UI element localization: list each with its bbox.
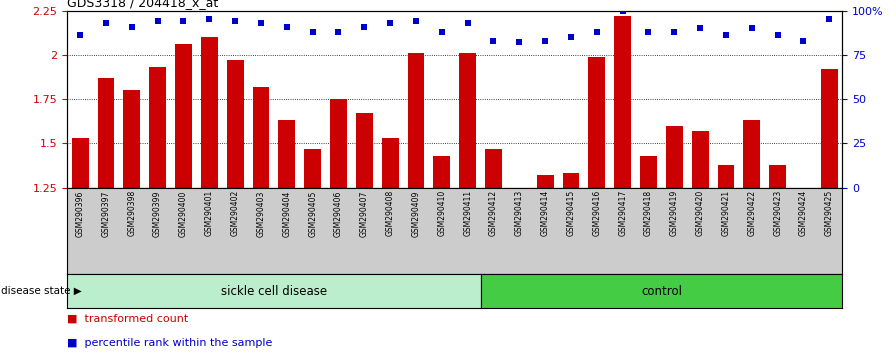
Text: GSM290420: GSM290420 — [695, 190, 704, 236]
Bar — [330, 99, 347, 188]
Bar — [227, 60, 244, 188]
Bar — [305, 149, 321, 188]
Text: GSM290403: GSM290403 — [256, 190, 265, 236]
Point — [306, 29, 320, 35]
Text: GSM290422: GSM290422 — [747, 190, 756, 236]
Text: GSM290415: GSM290415 — [566, 190, 575, 236]
Point — [461, 20, 475, 26]
Text: GSM290425: GSM290425 — [825, 190, 834, 236]
Bar — [150, 67, 166, 188]
Bar — [692, 131, 709, 188]
Point — [99, 20, 113, 26]
Bar — [434, 156, 450, 188]
Text: control: control — [641, 285, 682, 298]
Text: GSM290396: GSM290396 — [75, 190, 84, 236]
Text: GSM290417: GSM290417 — [618, 190, 627, 236]
Point — [435, 29, 449, 35]
Bar — [201, 37, 218, 188]
Text: GSM290408: GSM290408 — [385, 190, 394, 236]
Text: GSM290411: GSM290411 — [463, 190, 472, 236]
Point — [564, 34, 578, 40]
Text: GSM290405: GSM290405 — [308, 190, 317, 236]
Text: GSM290398: GSM290398 — [127, 190, 136, 236]
Bar — [72, 138, 89, 188]
Bar — [563, 173, 580, 188]
Point — [125, 24, 139, 29]
Text: GSM290407: GSM290407 — [360, 190, 369, 236]
Text: GSM290412: GSM290412 — [489, 190, 498, 236]
Text: GSM290409: GSM290409 — [411, 190, 420, 236]
Bar — [537, 175, 554, 188]
Text: GSM290400: GSM290400 — [179, 190, 188, 236]
Text: GSM290401: GSM290401 — [205, 190, 214, 236]
Bar — [485, 149, 502, 188]
Bar — [175, 44, 192, 188]
Point — [332, 29, 346, 35]
Text: disease state ▶: disease state ▶ — [1, 286, 82, 296]
Text: GSM290399: GSM290399 — [153, 190, 162, 236]
Bar — [253, 87, 270, 188]
Point — [202, 17, 217, 22]
Point — [693, 25, 707, 31]
Bar — [744, 120, 760, 188]
Text: GSM290397: GSM290397 — [101, 190, 110, 236]
Point — [745, 25, 759, 31]
Text: GDS3318 / 204418_x_at: GDS3318 / 204418_x_at — [67, 0, 219, 10]
Text: GSM290419: GSM290419 — [670, 190, 679, 236]
Point — [668, 29, 682, 35]
Bar — [666, 126, 683, 188]
Bar — [615, 16, 631, 188]
Point — [590, 29, 604, 35]
Bar — [589, 57, 605, 188]
Point — [538, 38, 552, 44]
Bar — [408, 53, 425, 188]
Point — [719, 33, 733, 38]
Text: GSM290418: GSM290418 — [644, 190, 653, 236]
Point — [771, 33, 785, 38]
Point — [616, 8, 630, 13]
Point — [383, 20, 397, 26]
Bar — [382, 138, 399, 188]
Point — [228, 18, 242, 24]
Bar — [640, 156, 657, 188]
Point — [513, 40, 527, 45]
Text: GSM290414: GSM290414 — [540, 190, 549, 236]
Bar — [718, 165, 735, 188]
Point — [797, 38, 811, 44]
Text: GSM290416: GSM290416 — [592, 190, 601, 236]
Text: GSM290402: GSM290402 — [230, 190, 239, 236]
Text: GSM290424: GSM290424 — [799, 190, 808, 236]
Text: ■  transformed count: ■ transformed count — [67, 313, 188, 323]
Bar — [356, 113, 373, 188]
Text: GSM290413: GSM290413 — [515, 190, 524, 236]
Text: GSM290423: GSM290423 — [773, 190, 782, 236]
Text: ■  percentile rank within the sample: ■ percentile rank within the sample — [67, 338, 272, 348]
Point — [358, 24, 372, 29]
Point — [823, 17, 837, 22]
Text: sickle cell disease: sickle cell disease — [220, 285, 327, 298]
Text: GSM290410: GSM290410 — [437, 190, 446, 236]
Bar — [98, 78, 115, 188]
Text: GSM290404: GSM290404 — [282, 190, 291, 236]
Point — [280, 24, 294, 29]
Point — [254, 20, 268, 26]
Point — [642, 29, 656, 35]
Text: GSM290421: GSM290421 — [721, 190, 730, 236]
Bar — [279, 120, 295, 188]
Point — [487, 38, 501, 44]
Bar — [124, 90, 140, 188]
Bar — [821, 69, 838, 188]
Bar — [770, 165, 786, 188]
Bar — [460, 53, 476, 188]
Text: GSM290406: GSM290406 — [334, 190, 343, 236]
Point — [73, 33, 87, 38]
Point — [151, 18, 165, 24]
Point — [409, 18, 423, 24]
Point — [177, 18, 191, 24]
